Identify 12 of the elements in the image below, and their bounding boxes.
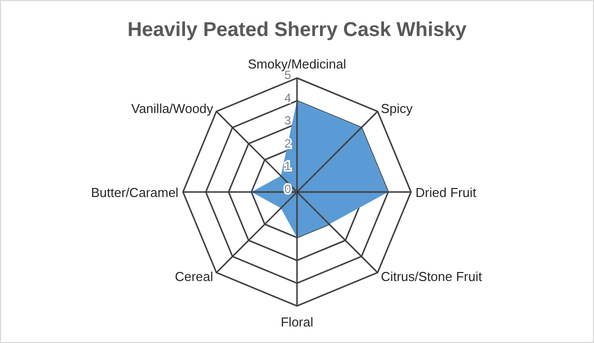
spoke-label: Citrus/Stone Fruit: [380, 268, 482, 284]
spoke-label: Floral: [280, 314, 314, 330]
y-tick-label: 3: [284, 114, 292, 128]
spoke-label: Spicy: [380, 101, 414, 116]
spoke-label: Vanilla/Woody: [131, 101, 214, 116]
spoke-label: Butter/Caramel: [91, 185, 179, 200]
y-tick-label: 2: [284, 136, 292, 150]
y-tick-label: 1: [284, 159, 292, 174]
spoke-label: Dried Fruit: [416, 185, 477, 200]
spoke-label: Cereal: [174, 268, 214, 284]
chart-title: Heavily Peated Sherry Cask Whisky: [127, 19, 468, 41]
y-tick-label: 4: [284, 90, 292, 105]
